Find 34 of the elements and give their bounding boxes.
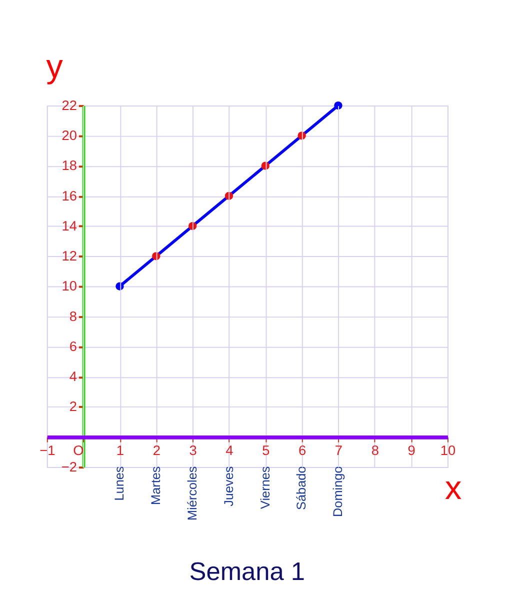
- point: [334, 101, 342, 110]
- x-tick-label: 6: [298, 442, 306, 458]
- x-tick-label: 4: [226, 442, 234, 458]
- annotation: Domingo: [331, 466, 346, 517]
- y-tick-label: 12: [62, 248, 77, 264]
- y-tick-label: 4: [69, 369, 78, 384]
- x-tick-label: 7: [334, 442, 343, 458]
- y-tick-label: 20: [62, 128, 78, 144]
- x-tick-label: 9: [408, 442, 416, 458]
- y-axis-title: y: [46, 48, 64, 86]
- y-tick-label: 6: [69, 338, 77, 354]
- y-tick-label: 8: [69, 308, 77, 324]
- x-axis-title: x: [445, 470, 462, 507]
- x-tick-label: 1: [116, 442, 124, 458]
- annotation: Sábado: [294, 466, 309, 510]
- text: Semana 1: [189, 558, 306, 586]
- y-tick-label: 16: [62, 188, 77, 204]
- x-tick-label: −1: [40, 442, 56, 458]
- x-tick-label: 3: [189, 442, 197, 458]
- x-tick-label: 8: [371, 442, 379, 458]
- annotation: Martes: [149, 466, 164, 505]
- y-tick-label: −2: [61, 459, 77, 474]
- annotation: Jueves: [222, 466, 236, 506]
- x-tick-label: 5: [262, 442, 270, 458]
- y-tick-label: 22: [62, 98, 77, 113]
- y-tick-label: 10: [62, 278, 78, 294]
- x-tick-label: 2: [152, 442, 160, 458]
- y-tick-label: 14: [62, 218, 78, 234]
- annotation: Miércoles: [185, 466, 200, 521]
- annotation: Lunes: [112, 466, 127, 501]
- x-tick-label: 10: [440, 442, 456, 458]
- y-tick-label: 18: [62, 158, 77, 174]
- annotation: Viernes: [258, 466, 272, 510]
- y-tick-label: 2: [69, 399, 77, 414]
